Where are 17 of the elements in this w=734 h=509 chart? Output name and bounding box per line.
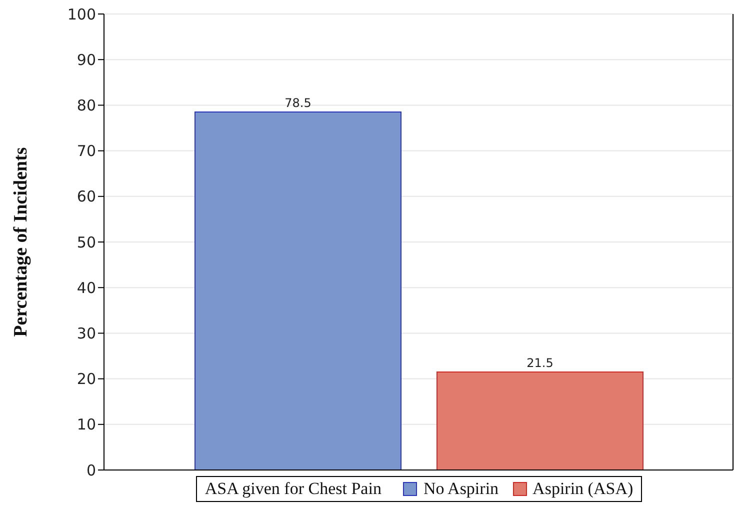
y-tick-label: 40: [76, 278, 96, 297]
y-tick-label: 30: [76, 324, 96, 343]
data-label: 78.5: [284, 96, 312, 110]
y-tick-label: 0: [86, 461, 96, 480]
y-tick-label: 60: [76, 188, 96, 206]
y-tick-label: 20: [76, 370, 96, 388]
y-tick-label: 10: [76, 416, 96, 434]
y-tick-label: 70: [76, 142, 96, 160]
data-label: 21.5: [526, 356, 554, 370]
y-axis-title: Percentage of Incidents: [10, 147, 32, 337]
legend-label: No Aspirin: [423, 479, 499, 499]
legend-title: ASA given for Chest Pain: [204, 479, 382, 499]
y-tick-label: 100: [67, 5, 96, 24]
y-tick-label: 80: [76, 96, 96, 115]
legend-label: Aspirin (ASA): [532, 479, 634, 499]
y-tick-label: 90: [76, 50, 96, 69]
y-tick-label: 50: [76, 233, 96, 252]
